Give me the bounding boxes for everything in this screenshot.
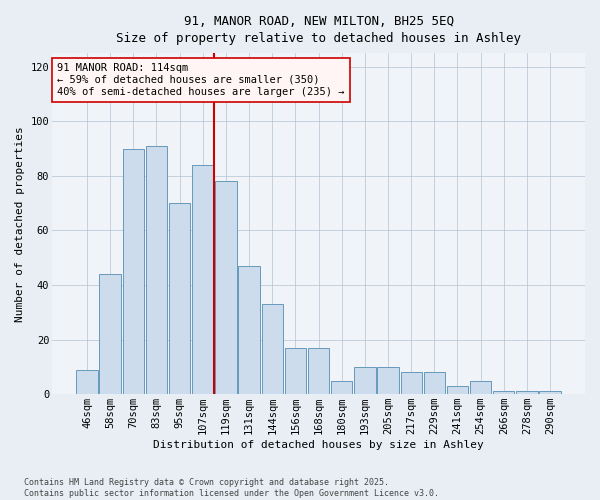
Bar: [146, 146, 167, 394]
Bar: [354, 367, 376, 394]
Bar: [377, 367, 398, 394]
Bar: [238, 266, 260, 394]
Bar: [100, 274, 121, 394]
Y-axis label: Number of detached properties: Number of detached properties: [15, 126, 25, 322]
Bar: [331, 380, 352, 394]
Bar: [308, 348, 329, 394]
Bar: [262, 304, 283, 394]
Bar: [285, 348, 306, 394]
Bar: [539, 392, 561, 394]
Bar: [517, 392, 538, 394]
Bar: [447, 386, 468, 394]
Bar: [401, 372, 422, 394]
Bar: [76, 370, 98, 394]
Bar: [192, 165, 214, 394]
Text: Contains HM Land Registry data © Crown copyright and database right 2025.
Contai: Contains HM Land Registry data © Crown c…: [24, 478, 439, 498]
Bar: [470, 380, 491, 394]
Title: 91, MANOR ROAD, NEW MILTON, BH25 5EQ
Size of property relative to detached house: 91, MANOR ROAD, NEW MILTON, BH25 5EQ Siz…: [116, 15, 521, 45]
Bar: [169, 203, 190, 394]
Bar: [215, 182, 236, 394]
Bar: [424, 372, 445, 394]
Bar: [122, 148, 144, 394]
Bar: [493, 392, 514, 394]
Text: 91 MANOR ROAD: 114sqm
← 59% of detached houses are smaller (350)
40% of semi-det: 91 MANOR ROAD: 114sqm ← 59% of detached …: [58, 64, 345, 96]
X-axis label: Distribution of detached houses by size in Ashley: Distribution of detached houses by size …: [153, 440, 484, 450]
